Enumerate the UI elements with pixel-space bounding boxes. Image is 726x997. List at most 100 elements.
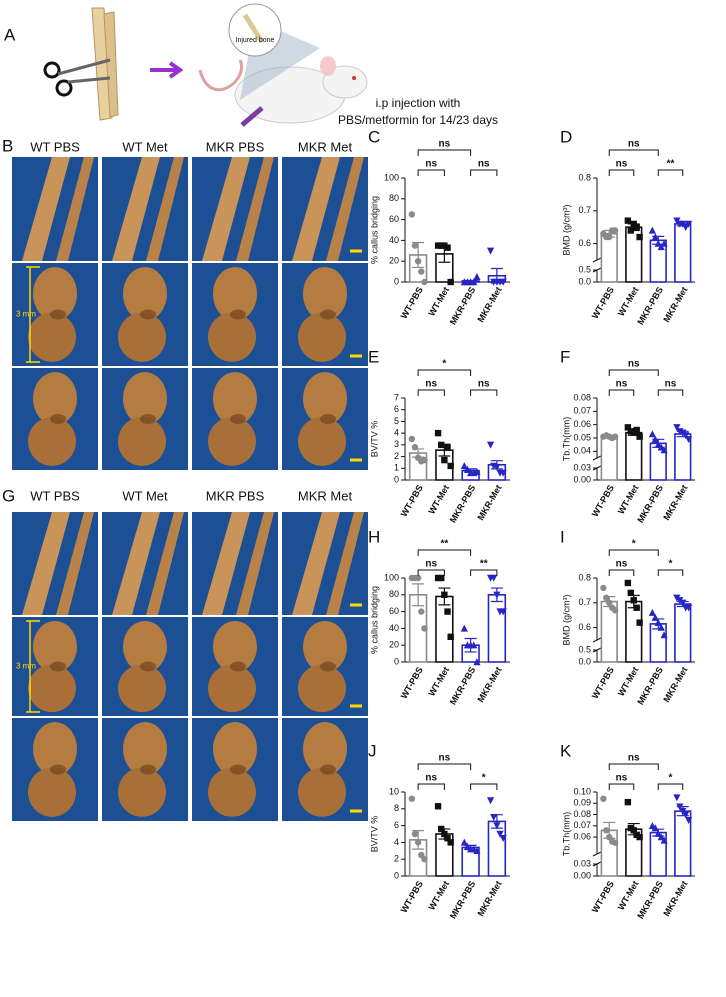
bar bbox=[674, 603, 692, 663]
bar bbox=[487, 593, 507, 663]
x-tick-label: WT-PBS bbox=[399, 879, 425, 914]
texture bbox=[140, 764, 156, 775]
column-header: MKR Met bbox=[298, 488, 353, 503]
bone bbox=[33, 372, 77, 426]
error-bar bbox=[676, 600, 689, 608]
bone bbox=[118, 416, 166, 466]
data-point bbox=[421, 278, 428, 286]
y-tick-label: 5 bbox=[394, 416, 399, 426]
y-tick-label: 0 bbox=[394, 474, 399, 484]
y-tick-label: 0.07 bbox=[573, 820, 591, 830]
data-point bbox=[434, 429, 442, 437]
x-tick-label: WT-Met bbox=[616, 483, 641, 516]
error-bar bbox=[412, 241, 425, 269]
data-point bbox=[499, 278, 507, 286]
y-tick-label: 6 bbox=[394, 404, 399, 414]
data-point bbox=[611, 607, 619, 614]
error-bar bbox=[676, 806, 689, 817]
y-axis-label: % callus bridging bbox=[369, 196, 379, 264]
x-tick-label: WT-Met bbox=[616, 285, 641, 318]
error-bar bbox=[627, 822, 640, 836]
scale-label: 3 mm bbox=[16, 662, 36, 671]
texture bbox=[230, 764, 246, 775]
y-tick-label: 8 bbox=[394, 803, 399, 813]
data-point bbox=[682, 811, 690, 819]
bone bbox=[298, 416, 346, 466]
data-point bbox=[447, 278, 454, 286]
bone bbox=[303, 620, 347, 673]
data-point bbox=[624, 798, 632, 806]
y-tick-label: 3 bbox=[394, 439, 399, 449]
y-tick-label: 0.05 bbox=[573, 432, 591, 442]
x-tick-label: MKR-Met bbox=[476, 483, 504, 522]
data-point bbox=[447, 633, 454, 640]
texture bbox=[320, 414, 336, 424]
significance-label: ns bbox=[628, 139, 640, 150]
data-point bbox=[460, 462, 468, 470]
bone-illustration bbox=[43, 7, 119, 121]
significance-label: ** bbox=[440, 539, 448, 550]
y-tick-label: 80 bbox=[389, 589, 399, 599]
bone bbox=[213, 620, 257, 673]
x-tick-label: WT-PBS bbox=[590, 285, 616, 320]
significance-label: ns bbox=[425, 559, 437, 570]
bone bbox=[28, 416, 76, 466]
error-bar bbox=[490, 460, 503, 470]
error-bar bbox=[676, 430, 689, 438]
significance-label: ns bbox=[616, 559, 628, 570]
texture bbox=[230, 309, 246, 320]
y-tick-label: 0.07 bbox=[573, 406, 591, 416]
x-tick-label: WT-PBS bbox=[399, 665, 425, 700]
texture bbox=[50, 661, 66, 672]
column-header: MKR PBS bbox=[206, 139, 265, 154]
y-tick-label: 0.5 bbox=[578, 264, 591, 274]
y-tick-label: 0.00 bbox=[573, 474, 591, 484]
y-axis-label: BV/TV % bbox=[369, 421, 379, 458]
y-axis-label: Tb.Th(mm) bbox=[561, 812, 571, 857]
data-point bbox=[496, 830, 504, 838]
bone bbox=[22, 512, 70, 615]
significance-label: ** bbox=[667, 159, 675, 170]
y-axis-label: BV/TV % bbox=[369, 816, 379, 853]
error-bar bbox=[464, 844, 477, 851]
significance-bracket bbox=[608, 763, 659, 770]
significance-bracket bbox=[470, 783, 498, 790]
y-tick-label: 7 bbox=[394, 392, 399, 402]
error-bar bbox=[627, 594, 640, 609]
y-tick-label: 0.0 bbox=[578, 276, 591, 286]
y-tick-label: 10 bbox=[389, 786, 399, 796]
texture bbox=[230, 661, 246, 672]
data-point bbox=[421, 456, 428, 464]
bone bbox=[123, 722, 167, 776]
y-tick-label: 100 bbox=[384, 572, 399, 582]
data-point bbox=[685, 816, 693, 824]
data-point bbox=[673, 794, 681, 802]
bar bbox=[487, 820, 507, 877]
significance-label: ns bbox=[628, 753, 640, 764]
significance-label: ns bbox=[616, 159, 628, 170]
error-bar bbox=[464, 637, 477, 653]
bone bbox=[303, 267, 347, 321]
significance-bracket bbox=[657, 389, 684, 396]
significance-bracket bbox=[470, 569, 498, 576]
data-point bbox=[499, 608, 507, 616]
y-tick-label: 100 bbox=[384, 172, 399, 182]
error-bar bbox=[438, 828, 451, 840]
error-bar bbox=[464, 468, 477, 473]
data-point bbox=[636, 433, 643, 440]
significance-bracket bbox=[608, 149, 659, 156]
data-point bbox=[660, 446, 668, 454]
data-point bbox=[438, 574, 445, 582]
significance-label: ns bbox=[478, 379, 490, 390]
bone bbox=[146, 157, 184, 261]
y-tick-label: 4 bbox=[394, 428, 399, 438]
y-tick-label: 2 bbox=[394, 854, 399, 864]
data-point bbox=[434, 803, 442, 810]
x-tick-label: WT-Met bbox=[427, 285, 452, 318]
bone bbox=[303, 372, 347, 426]
data-point bbox=[473, 468, 481, 475]
data-point bbox=[421, 856, 428, 863]
scale-label: 3 mm bbox=[16, 310, 36, 319]
y-tick-label: 0.10 bbox=[573, 786, 591, 796]
